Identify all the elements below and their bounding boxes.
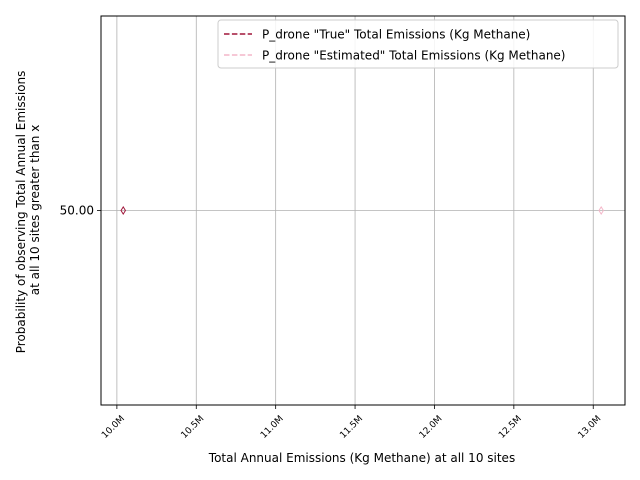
- x-tick-label: 12.5M: [497, 414, 524, 441]
- data-point-estimated: [598, 205, 604, 216]
- grid-lines: [101, 16, 625, 405]
- legend-label-true: P_drone "True" Total Emissions (Kg Metha…: [262, 28, 530, 42]
- x-tick-label: 10.5M: [180, 414, 207, 441]
- y-axis-label: Probability of observing Total Annual Em…: [14, 67, 42, 353]
- x-tick-label: 11.0M: [259, 414, 286, 441]
- data-points: [120, 205, 604, 216]
- data-point-true: [120, 205, 127, 216]
- legend-label-estimated: P_drone "Estimated" Total Emissions (Kg …: [262, 49, 566, 63]
- x-tick-label: 13.0M: [577, 414, 604, 441]
- y-axis-ticks: 50.00: [60, 204, 101, 218]
- y-tick-label: 50.00: [60, 204, 94, 218]
- legend-box: [217, 19, 619, 69]
- legend: P_drone "True" Total Emissions (Kg Metha…: [217, 19, 619, 69]
- x-axis-label: Total Annual Emissions (Kg Methane) at a…: [208, 451, 515, 465]
- x-axis-ticks: 10.0M 10.5M 11.0M 11.5M 12.0M 12.5M 13.0M: [100, 405, 603, 441]
- y-axis-label-line-2: at all 10 sites greater than x: [28, 125, 42, 296]
- y-axis-label-line-1: Probability of observing Total Annual Em…: [14, 71, 28, 354]
- x-tick-label: 12.0M: [418, 414, 445, 441]
- x-tick-label: 11.5M: [338, 414, 365, 441]
- x-tick-label: 10.0M: [100, 414, 127, 441]
